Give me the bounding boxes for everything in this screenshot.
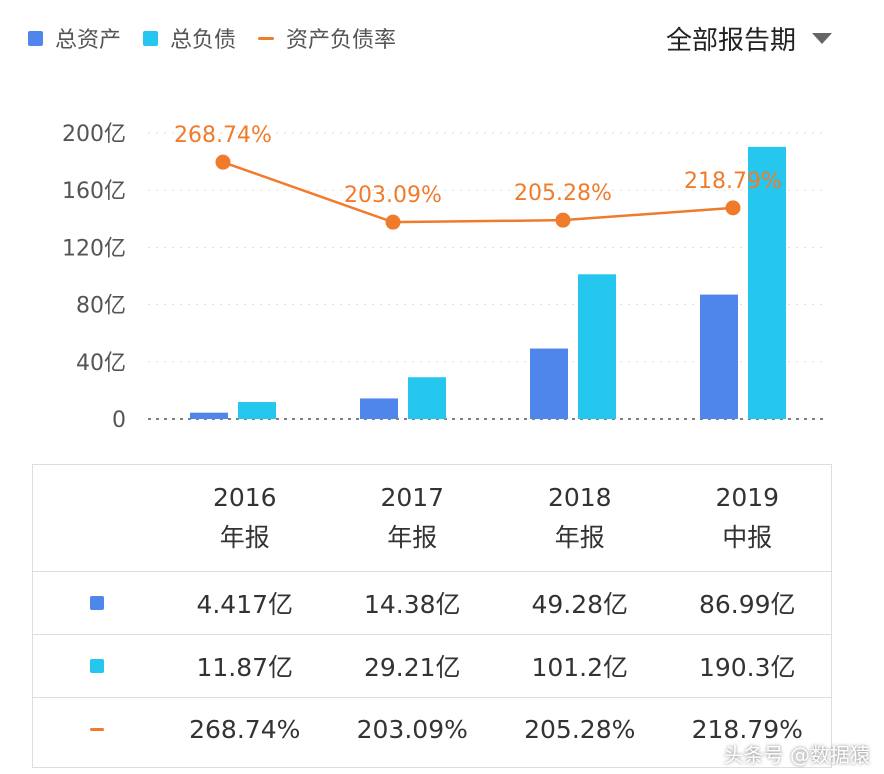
watermark: 头条号 @数据猿 xyxy=(723,743,870,767)
row-indicator-cell xyxy=(33,572,161,634)
debt-ratio-point-2 xyxy=(555,212,571,228)
y-tick-label: 80亿 xyxy=(76,294,126,319)
y-tick-label: 40亿 xyxy=(76,351,126,376)
row-indicator-cell xyxy=(33,698,161,760)
legend-label-total-assets: 总资产 xyxy=(55,28,122,53)
table-cell: 49.28亿 xyxy=(531,590,629,619)
table-header-row: 2016 年报 2017 年报 2018 年报 2019 中报 xyxy=(33,465,831,571)
y-tick-label: 200亿 xyxy=(62,122,126,147)
table-row-debt-ratio: 268.74% 203.09% 205.28% 218.79% xyxy=(33,697,831,760)
legend-swatch-total-assets xyxy=(28,30,43,46)
header-report-type: 年报 xyxy=(387,523,438,552)
legend-swatch-total-liabilities xyxy=(143,30,159,46)
debt-ratio-line xyxy=(222,160,734,224)
legend-label-debt-ratio: 资产负债率 xyxy=(286,28,397,53)
debt-ratio-data-label: 205.28% xyxy=(514,181,612,206)
total-liabilities-indicator-icon xyxy=(90,659,104,673)
table-header-2016: 2016 年报 xyxy=(161,465,329,571)
table-header-corner xyxy=(33,465,161,571)
header-year: 2016 xyxy=(212,483,277,512)
y-tick-label: 120亿 xyxy=(62,236,126,261)
table-cell: 14.38亿 xyxy=(363,590,461,619)
bar-total-assets-3 xyxy=(700,294,738,419)
table-cell: 86.99亿 xyxy=(698,590,796,619)
legend-swatch-debt-ratio xyxy=(258,36,275,40)
debt-ratio-data-label: 203.09% xyxy=(344,183,442,208)
row-indicator-cell xyxy=(33,635,161,697)
header-year: 2017 xyxy=(380,483,445,512)
header-report-type: 年报 xyxy=(554,523,605,552)
data-table: 2016 年报 2017 年报 2018 年报 2019 中报 4.417亿 1… xyxy=(32,464,832,768)
debt-ratio-point-1 xyxy=(385,214,401,230)
table-header-2018: 2018 年报 xyxy=(496,465,664,571)
table-cell: 218.79% xyxy=(691,714,803,744)
debt-ratio-point-3 xyxy=(725,200,741,216)
table-header-2017: 2017 年报 xyxy=(329,465,497,571)
y-tick-label: 160亿 xyxy=(62,179,126,204)
table-header-2019: 2019 中报 xyxy=(664,465,832,571)
report-period-label: 全部报告期 xyxy=(665,26,796,56)
report-period-dropdown[interactable]: 全部报告期 xyxy=(666,20,832,57)
debt-ratio-data-label: 268.74% xyxy=(174,123,272,148)
debt-ratio-data-label: 218.79% xyxy=(684,169,782,194)
header-report-type: 中报 xyxy=(722,523,773,552)
debt-ratio-point-0 xyxy=(215,154,231,170)
table-cell: 190.3亿 xyxy=(698,653,796,682)
legend-item-total-liabilities[interactable]: 总负债 xyxy=(143,22,236,54)
bar-total-assets-2 xyxy=(530,348,568,419)
y-tick-label: 0 xyxy=(112,408,126,433)
table-cell: 101.2亿 xyxy=(531,653,629,682)
legend-item-total-assets[interactable]: 总资产 xyxy=(28,22,121,54)
table-cell: 205.28% xyxy=(524,714,636,744)
header-year: 2018 xyxy=(547,483,612,512)
bar-total-liabilities-3 xyxy=(748,146,786,419)
legend-label-total-liabilities: 总负债 xyxy=(170,28,237,53)
table-cell: 4.417亿 xyxy=(196,590,294,619)
table-cell: 29.21亿 xyxy=(363,653,461,682)
chart-legend: 总资产 总负债 资产负债率 xyxy=(28,22,418,54)
table-cell: 11.87亿 xyxy=(196,653,294,682)
total-assets-indicator-icon xyxy=(90,596,104,610)
bar-total-assets-0 xyxy=(190,412,228,419)
bar-total-liabilities-1 xyxy=(408,377,446,419)
table-row-total-liabilities: 11.87亿 29.21亿 101.2亿 190.3亿 xyxy=(33,634,831,697)
table-cell: 203.09% xyxy=(356,714,468,744)
chart-area: 0 40亿 80亿 120亿 160亿 200亿 268.74% 203.09% 205.28%… xyxy=(62,122,828,433)
caret-down-icon[interactable] xyxy=(812,33,832,44)
header-report-type: 年报 xyxy=(219,523,270,552)
bar-total-liabilities-2 xyxy=(578,274,616,419)
bar-total-liabilities-0 xyxy=(238,402,276,419)
table-cell: 268.74% xyxy=(189,714,301,744)
legend-item-debt-ratio[interactable]: 资产负债率 xyxy=(258,22,396,54)
header-year: 2019 xyxy=(715,483,780,512)
debt-ratio-indicator-icon xyxy=(90,727,104,731)
bar-total-assets-1 xyxy=(360,398,398,419)
table-row-total-assets: 4.417亿 14.38亿 49.28亿 86.99亿 xyxy=(33,571,831,634)
